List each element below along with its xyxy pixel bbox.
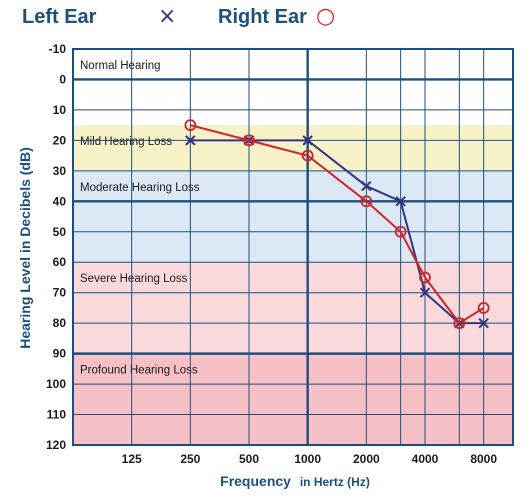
y-tick-label: 10 — [53, 103, 67, 117]
legend-right-ear-label: Right Ear — [218, 6, 307, 28]
band-0 — [73, 49, 513, 126]
x-tick-label: 4000 — [412, 452, 439, 466]
y-tick-label: 50 — [53, 225, 67, 239]
y-tick-label: 0 — [59, 72, 66, 86]
y-tick-label: 60 — [53, 255, 67, 269]
left-ear-point — [395, 196, 406, 207]
left-ear-x-marker — [478, 317, 489, 329]
left-ear-point — [419, 287, 431, 298]
y-axis-title: Hearing Level in Decibels (dB) — [17, 147, 33, 349]
grid-lines — [72, 48, 514, 446]
x-tick-label: 2000 — [353, 452, 380, 466]
left-ear-point — [361, 180, 372, 192]
band-1 — [73, 125, 513, 171]
legend-left-ear-label: Left Ear — [22, 6, 97, 28]
left-ear-point — [478, 317, 489, 329]
left-ear-x-marker — [185, 135, 196, 146]
legend-right-ear-circle-icon: ○ — [316, 4, 335, 29]
band-label-2: Moderate Hearing Loss — [80, 182, 200, 194]
y-tick-labels: -10 0 10 20 30 40 50 60 70 80 90 100 110 120 — [46, 42, 66, 452]
y-tick-label: 90 — [53, 347, 67, 361]
y-tick-label: 70 — [53, 286, 67, 300]
y-tick-label: 110 — [47, 408, 67, 422]
legend-left-ear-x-icon: × — [158, 4, 176, 29]
series-line-right-ear — [190, 124, 485, 325]
x-tick-label: 500 — [239, 452, 259, 466]
y-tick-label: 100 — [46, 377, 66, 391]
plot-border — [72, 48, 514, 446]
left-ear-x-marker — [395, 196, 406, 207]
band-label-3: Severe Hearing Loss — [80, 273, 188, 285]
y-tick-label: 40 — [53, 194, 67, 208]
hearing-bands: Normal Hearing Mild Hearing Loss Moderate … — [73, 49, 513, 445]
band-2 — [73, 170, 513, 263]
x-axis-title-main: Frequency — [220, 473, 291, 489]
left-ear-x-marker — [361, 180, 372, 192]
left-ear-point — [185, 135, 196, 146]
left-ear-x-marker — [419, 287, 431, 298]
right-ear-point — [301, 149, 314, 162]
y-tick-label: 30 — [53, 164, 67, 178]
right-ear-point — [243, 134, 255, 147]
left-ear-point — [302, 135, 313, 146]
right-ear-point — [419, 271, 431, 284]
x-axis-title-sub: in Hertz (Hz) — [300, 475, 370, 489]
y-tick-label: -10 — [49, 42, 67, 56]
right-ear-point — [394, 225, 407, 238]
band-3 — [73, 262, 513, 354]
series-line-left-ear — [190, 139, 484, 325]
y-tick-label: 120 — [46, 438, 66, 452]
right-ear-point — [184, 119, 197, 132]
legend: Left Ear × Right Ear ○ — [22, 4, 335, 29]
right-ear-point — [360, 195, 373, 208]
y-tick-label: 80 — [53, 316, 67, 330]
band-label-4: Profound Hearing Loss — [80, 365, 198, 377]
x-axis-title: Frequency in Hertz (Hz) — [220, 473, 370, 489]
band-label-1: Mild Hearing Loss — [80, 136, 172, 148]
y-tick-label: 20 — [53, 133, 67, 147]
x-tick-labels: 125 250 500 1000 2000 4000 8000 — [122, 452, 498, 466]
x-tick-label: 250 — [180, 452, 200, 466]
right-ear-point — [477, 302, 490, 314]
x-tick-label: 1000 — [294, 452, 321, 466]
left-ear-x-marker — [302, 135, 313, 146]
x-tick-label: 8000 — [470, 452, 497, 466]
right-ear-point — [453, 317, 466, 330]
band-label-0: Normal Hearing — [80, 60, 161, 72]
x-tick-label: 125 — [122, 452, 142, 466]
data-series — [184, 119, 490, 330]
band-4 — [73, 353, 513, 445]
